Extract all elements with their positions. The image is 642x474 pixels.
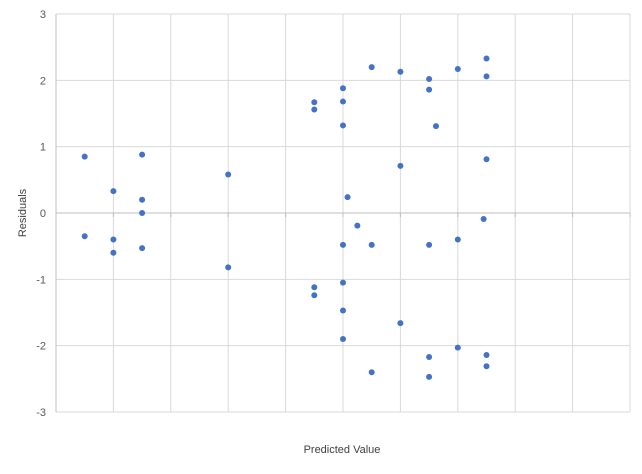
y-tick-label: 3	[40, 9, 46, 21]
data-point	[426, 241, 433, 248]
data-point	[340, 85, 346, 92]
data-points	[81, 55, 490, 380]
data-point	[340, 98, 346, 105]
data-point	[426, 373, 433, 380]
data-point	[480, 215, 487, 222]
data-point	[139, 245, 146, 252]
data-point	[340, 307, 346, 314]
data-point	[354, 222, 361, 229]
data-point	[368, 64, 375, 71]
data-point	[311, 106, 318, 113]
y-tick-label: -2	[36, 341, 46, 353]
y-tick-label: 2	[40, 75, 46, 87]
tick-labels: 3 2 1 0 -1 -2 -3	[36, 9, 46, 419]
data-point	[340, 241, 346, 248]
data-point	[397, 68, 404, 75]
data-point	[139, 210, 146, 216]
y-tick-label: 1	[40, 142, 46, 154]
data-point	[344, 194, 351, 201]
data-point	[81, 153, 88, 160]
axes	[55, 14, 631, 412]
y-axis-title: Residuals	[17, 188, 29, 237]
data-point	[368, 241, 375, 248]
data-point	[483, 351, 490, 358]
data-point	[483, 363, 490, 370]
data-point	[110, 249, 117, 256]
data-point	[311, 99, 318, 106]
y-tick-label: -1	[36, 274, 46, 286]
data-point	[225, 171, 232, 178]
data-point	[139, 151, 146, 158]
data-point	[368, 369, 375, 376]
data-point	[110, 236, 117, 243]
data-point	[483, 156, 490, 163]
data-point	[426, 86, 433, 93]
data-point	[454, 344, 461, 351]
data-point	[483, 55, 490, 62]
data-point	[426, 353, 433, 360]
data-point	[483, 73, 490, 80]
y-tick-label: 0	[40, 208, 46, 220]
data-point	[311, 292, 318, 299]
x-axis-title: Predicted Value	[304, 444, 381, 456]
data-point	[426, 76, 433, 83]
data-point	[454, 236, 461, 243]
data-point	[139, 196, 146, 203]
data-point	[397, 320, 404, 327]
data-point	[110, 188, 117, 195]
data-point	[432, 123, 439, 130]
data-point	[225, 264, 232, 271]
data-point	[311, 284, 318, 291]
data-point	[340, 279, 346, 286]
data-point	[340, 336, 346, 343]
data-point	[454, 66, 461, 73]
data-point	[397, 162, 404, 169]
data-point	[81, 233, 88, 240]
data-point	[340, 122, 346, 129]
y-tick-label: -3	[36, 407, 46, 419]
